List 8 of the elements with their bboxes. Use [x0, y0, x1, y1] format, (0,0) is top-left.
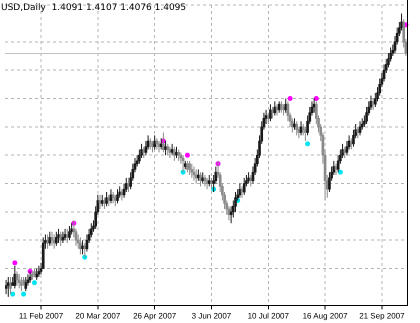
x-tick-label: 3 Jun 2007	[192, 311, 232, 320]
x-tick-label: 11 Feb 2007	[18, 311, 64, 320]
x-tick-label: 10 Jul 2007	[248, 311, 290, 320]
x-tick-label: 21 Sep 2007	[359, 311, 406, 320]
x-tick-label: 16 Aug 2007	[302, 311, 348, 320]
x-tick-label: 26 Apr 2007	[133, 311, 177, 320]
chart-title: USD,Daily 1.4091 1.4107 1.4076 1.4095	[1, 2, 186, 13]
x-tick-label: 20 Mar 2007	[75, 311, 121, 320]
